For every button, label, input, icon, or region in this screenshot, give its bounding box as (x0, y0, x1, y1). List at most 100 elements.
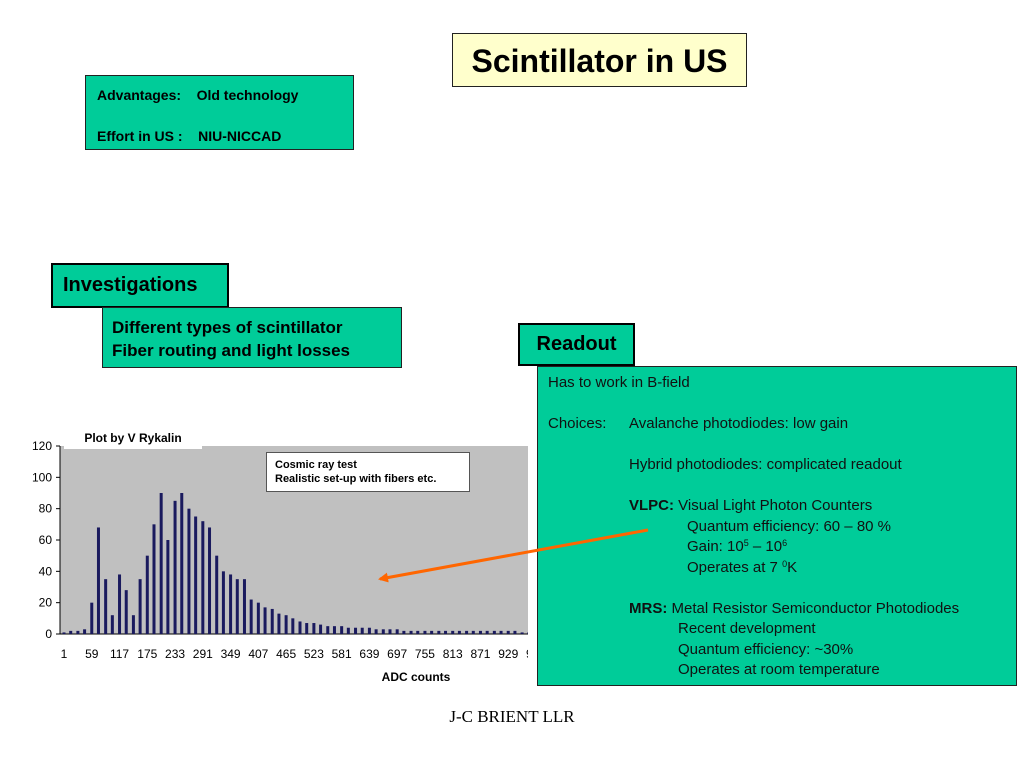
mrs-name: Metal Resistor Semiconductor Photodiodes (671, 600, 960, 617)
histogram-bar (138, 579, 142, 634)
histogram-bar (332, 626, 336, 634)
histogram-bar (96, 527, 100, 634)
x-tick-label: 523 (304, 647, 324, 661)
histogram-bar (76, 630, 80, 634)
apd-choice: Avalanche photodiodes: low gain (629, 415, 849, 432)
histogram-bar (312, 623, 316, 634)
arrow-line (378, 528, 649, 583)
vlpc-gain-mid: – 10 (748, 538, 783, 555)
investigation-item: Fiber routing and light losses (112, 341, 351, 360)
histogram-bar (471, 630, 475, 634)
x-tick-label: 1 (61, 647, 68, 661)
histogram-bar (374, 629, 378, 634)
hpd-choice: Hybrid photodiodes: complicated readout (629, 456, 902, 473)
histogram-bar (118, 574, 122, 634)
annotation-line: Cosmic ray test (275, 459, 357, 471)
histogram-bar (457, 630, 461, 634)
vlpc-gain-exp1: 5 (743, 538, 749, 548)
y-tick-label: 0 (45, 627, 52, 641)
histogram-bar (527, 632, 528, 634)
annotation-line: Realistic set-up with fibers etc. (275, 473, 437, 485)
histogram-bar (270, 608, 274, 634)
x-tick-label: 349 (221, 647, 241, 661)
mrs-qe: Quantum efficiency: ~30% (678, 641, 854, 658)
histogram-bar (381, 629, 385, 634)
histogram-bar (360, 627, 364, 634)
vlpc-temp-unit: K (787, 559, 798, 576)
histogram-bar (520, 632, 524, 634)
histogram-bar (506, 630, 510, 634)
histogram-bar (221, 571, 225, 634)
histogram-bar (416, 630, 420, 634)
histogram-bar (104, 579, 108, 634)
mrs-label: MRS: (629, 600, 668, 617)
histogram-bar (201, 521, 205, 634)
y-axis: 0 20 40 60 80 100 120 (32, 439, 61, 641)
vlpc-label: VLPC: (629, 497, 674, 514)
x-tick-label: 929 (498, 647, 518, 661)
histogram-bar (166, 540, 170, 634)
histogram-bar (423, 630, 427, 634)
advantages-line: Advantages: Old technology (97, 87, 299, 103)
histogram-bar (395, 629, 399, 634)
histogram-bar (340, 626, 344, 634)
histogram-bar (346, 627, 350, 634)
vlpc-gain-exp2: 6 (782, 538, 788, 548)
histogram-bar (465, 630, 469, 634)
vlpc-qe: Quantum efficiency: 60 – 80 % (687, 518, 892, 535)
y-tick-label: 120 (32, 439, 52, 453)
histogram-bar (242, 579, 246, 634)
x-tick-label: 755 (415, 647, 435, 661)
y-tick-label: 60 (39, 533, 53, 547)
vlpc-name: Visual Light Photon Counters (678, 497, 873, 514)
histogram-bar (298, 621, 302, 634)
histogram-bar (152, 524, 156, 634)
x-tick-label: 59 (85, 647, 99, 661)
investigations-list: Different types of scintillator Fiber ro… (102, 307, 402, 368)
chart-annotation: Cosmic ray test Realistic set-up with fi… (266, 452, 470, 492)
readout-heading: Readout (518, 323, 635, 366)
y-tick-label: 100 (32, 470, 52, 484)
histogram-bar (263, 607, 267, 634)
histogram-bar (291, 618, 295, 634)
histogram-bar (409, 630, 413, 634)
histogram-bar (256, 602, 260, 634)
histogram-bar (437, 630, 441, 634)
bfield-text: Has to work in B-field (548, 374, 690, 391)
histogram-bar (215, 555, 219, 634)
histogram-bar (229, 574, 233, 634)
x-tick-label: 291 (193, 647, 213, 661)
x-tick-label: 987 (526, 647, 528, 661)
x-tick-label: 581 (332, 647, 352, 661)
vlpc-gain: Gain: 105 – 106 (687, 538, 787, 556)
x-tick-label: 813 (443, 647, 463, 661)
histogram-bar (145, 555, 149, 634)
readout-box: Has to work in B-field Choices: Avalanch… (537, 366, 1017, 686)
x-tick-label: 233 (165, 647, 185, 661)
histogram-bar (319, 624, 323, 634)
histogram-bar (187, 508, 191, 634)
effort-line: Effort in US : NIU-NICCAD (97, 128, 282, 144)
x-tick-label: 465 (276, 647, 296, 661)
histogram-bar (485, 630, 489, 634)
histogram-bar (159, 493, 163, 634)
histogram-bar (83, 629, 87, 634)
advantages-box: Advantages: Old technology Effort in US … (85, 75, 354, 150)
histogram-bar (367, 627, 371, 634)
footer-author: J-C BRIENT LLR (449, 707, 575, 726)
vlpc-temp-sup: 0 (782, 559, 788, 569)
histogram-bar (451, 630, 455, 634)
histogram-bar (402, 630, 406, 634)
histogram-bar (284, 615, 288, 634)
mrs-dev: Recent development (678, 620, 816, 637)
x-tick-label: 117 (110, 647, 129, 661)
mrs-temp: Operates at room temperature (678, 661, 880, 678)
x-tick-label: 175 (137, 647, 157, 661)
histogram-bars (62, 493, 528, 634)
slide-title: Scintillator in US (452, 33, 747, 87)
histogram-bar (249, 599, 253, 634)
histogram-bar (354, 627, 358, 634)
histogram-bar (180, 493, 184, 634)
choices-label: Choices: (548, 415, 607, 432)
vlpc-gain-prefix: Gain: 10 (687, 538, 744, 555)
